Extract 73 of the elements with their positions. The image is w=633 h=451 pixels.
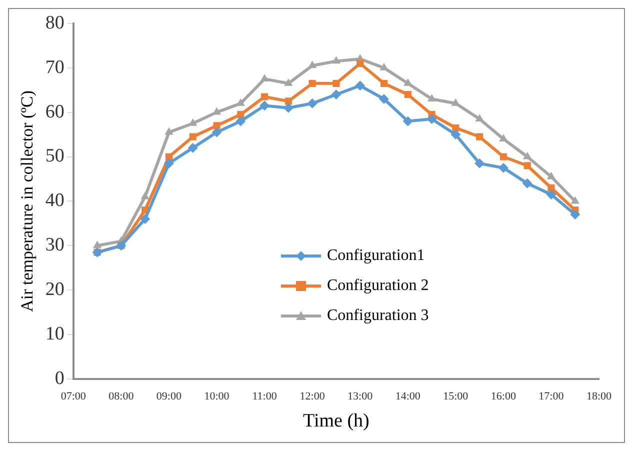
y-tick-label: 50	[45, 146, 64, 167]
point	[426, 114, 437, 124]
y-tick-label: 60	[45, 101, 64, 122]
point	[284, 78, 293, 86]
point	[380, 80, 388, 87]
legend-label: Configuration 2	[327, 277, 429, 295]
y-tick-label: 40	[45, 190, 64, 212]
point	[236, 116, 246, 126]
point	[498, 162, 508, 173]
point	[402, 116, 413, 126]
y-tick-label: 20	[45, 279, 64, 300]
point	[570, 196, 580, 204]
x-tick-label: 13:00	[348, 390, 374, 402]
point	[522, 178, 532, 188]
point	[570, 210, 580, 220]
point	[331, 90, 342, 100]
point	[212, 127, 222, 138]
point	[284, 98, 292, 105]
point	[92, 240, 102, 248]
x-tick-label: 12:00	[300, 390, 326, 402]
x-tick-label: 14:00	[395, 390, 421, 402]
point	[522, 152, 532, 160]
x-tick-label: 07:00	[60, 390, 86, 402]
point	[332, 56, 341, 64]
x-tick-label: 15:00	[443, 390, 469, 402]
point	[140, 214, 150, 224]
point	[476, 133, 484, 140]
point	[524, 162, 531, 170]
point	[260, 100, 270, 111]
y-axis-title: Air temperature in collector (ºC)	[18, 90, 37, 312]
point	[237, 110, 244, 118]
x-tick-label: 16:00	[490, 390, 516, 402]
x-tick-label: 17:00	[538, 390, 564, 402]
point	[188, 142, 198, 153]
point	[546, 172, 556, 180]
point	[332, 80, 340, 87]
point	[189, 133, 196, 140]
point	[380, 62, 388, 70]
point	[500, 153, 507, 160]
y-tick-label: 80	[45, 12, 64, 34]
legend-label: Configuration 3	[327, 307, 429, 325]
point	[404, 90, 412, 98]
point	[451, 98, 460, 106]
point	[546, 190, 556, 200]
point	[378, 94, 389, 104]
point	[450, 130, 461, 140]
x-tick-label: 11:00	[252, 390, 278, 402]
y-tick-label: 30	[45, 234, 64, 256]
point	[164, 158, 174, 168]
point	[164, 127, 174, 135]
point	[499, 134, 508, 142]
point	[260, 93, 268, 100]
point	[548, 184, 555, 192]
point	[140, 192, 150, 200]
point	[356, 60, 364, 67]
point	[474, 158, 485, 168]
y-tick-label: 10	[45, 324, 64, 345]
point	[283, 102, 294, 113]
point	[307, 98, 318, 108]
y-tick-label: 0	[54, 368, 64, 389]
x-tick-label: 10:00	[204, 390, 230, 402]
point	[308, 80, 316, 87]
x-tick-label: 08:00	[108, 390, 134, 402]
x-axis-title: Time (h)	[303, 410, 370, 432]
point	[475, 114, 484, 122]
point	[213, 122, 220, 130]
point	[355, 80, 366, 91]
point	[427, 94, 436, 102]
legend-label: Configuration1	[327, 247, 425, 265]
x-tick-label: 09:00	[156, 390, 182, 402]
y-tick-label: 70	[45, 56, 64, 78]
x-tick-label: 18:00	[586, 390, 612, 402]
point	[260, 74, 269, 82]
